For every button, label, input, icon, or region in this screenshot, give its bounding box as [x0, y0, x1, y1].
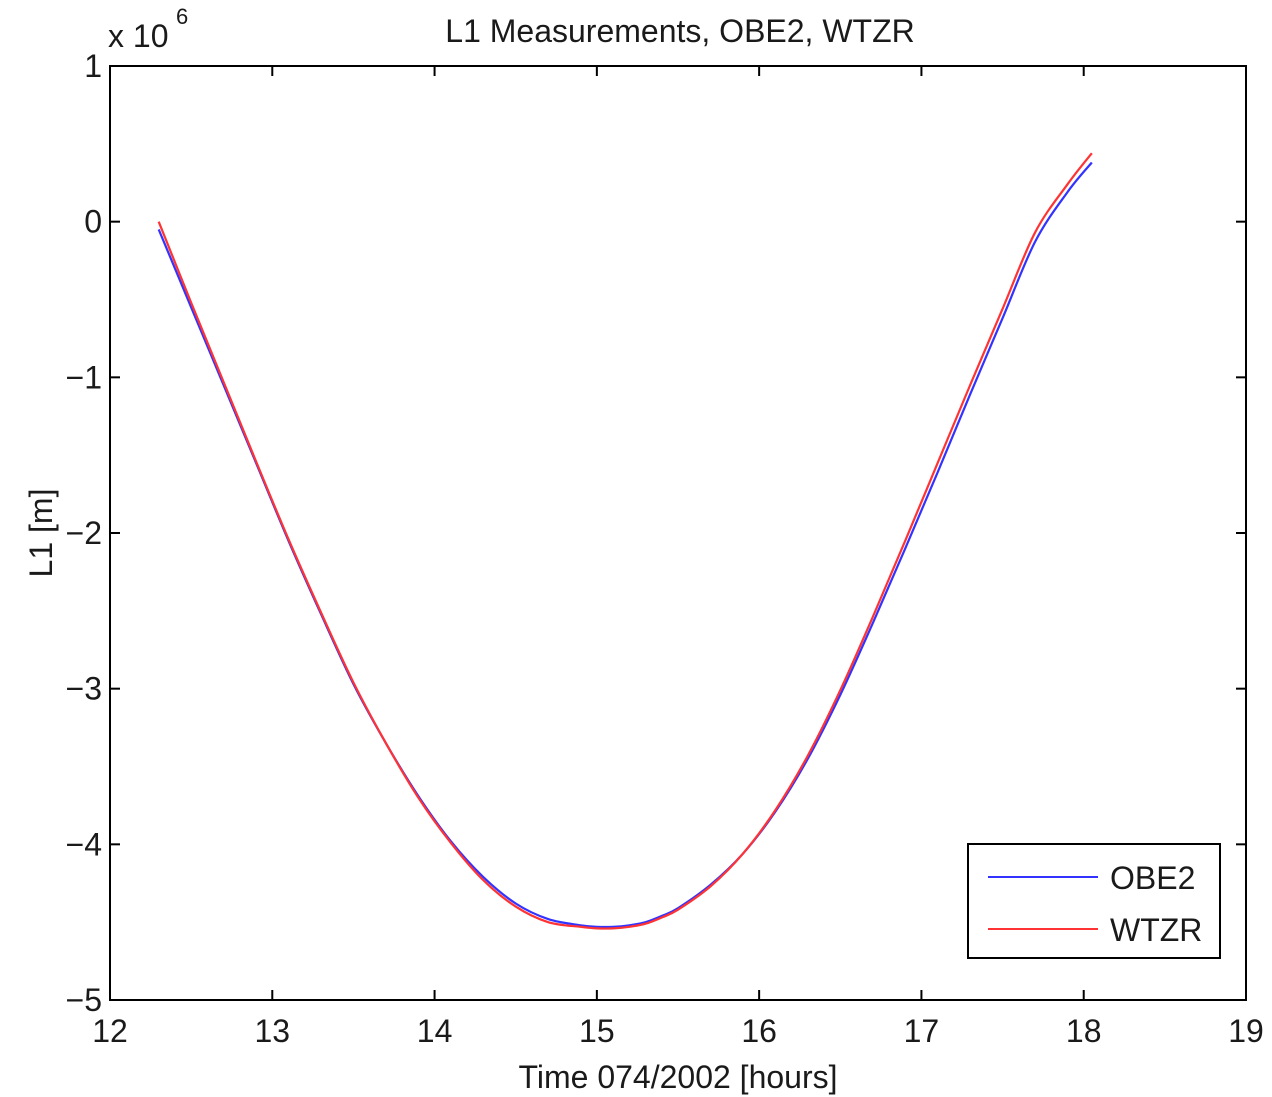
- series-line-wtzr: [157, 152, 1093, 930]
- x-tick-label-6: 18: [1066, 1013, 1102, 1049]
- y-axis: −5 −4 −3 −2 −1 0 1: [66, 48, 1246, 1018]
- x-axis: 12 13 14 15 16 17 18 19: [92, 66, 1264, 1049]
- y-tick-label-4: −1: [66, 359, 102, 395]
- x-tick-label-2: 14: [417, 1013, 453, 1049]
- y-exponent-label: x 10 6: [108, 4, 188, 54]
- legend-box: [967, 843, 1221, 959]
- x-axis-label: Time 074/2002 [hours]: [519, 1059, 838, 1095]
- x-tick-label-0: 12: [92, 1013, 128, 1049]
- legend: OBE2 WTZR: [967, 843, 1221, 959]
- x-tick-label-3: 15: [579, 1013, 615, 1049]
- y-tick-label-0: −5: [66, 982, 102, 1018]
- x-tick-label-1: 13: [254, 1013, 290, 1049]
- x-tick-label-7: 19: [1228, 1013, 1264, 1049]
- series-layer: [157, 152, 1093, 930]
- y-tick-label-3: −2: [66, 515, 102, 551]
- y-exponent-base: x 10: [108, 18, 168, 54]
- y-exponent-power: 6: [176, 4, 188, 29]
- legend-label-obe2: OBE2: [1110, 860, 1195, 896]
- legend-label-wtzr: WTZR: [1110, 912, 1202, 948]
- y-tick-label-5: 0: [84, 204, 102, 240]
- y-tick-label-1: −4: [66, 826, 102, 862]
- x-tick-label-5: 17: [904, 1013, 940, 1049]
- chart-title: L1 Measurements, OBE2, WTZR: [445, 13, 914, 49]
- y-tick-label-2: −3: [66, 671, 102, 707]
- x-tick-label-4: 16: [741, 1013, 777, 1049]
- y-tick-label-6: 1: [84, 48, 102, 84]
- y-axis-label: L1 [m]: [23, 489, 59, 578]
